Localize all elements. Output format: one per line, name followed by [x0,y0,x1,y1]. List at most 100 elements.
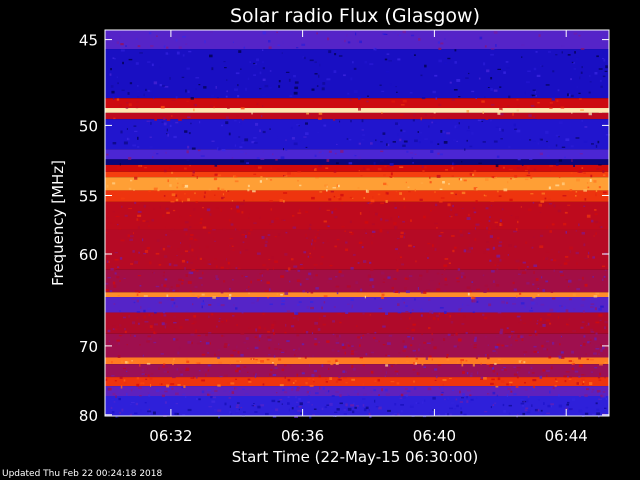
spectrogram-speckle [256,252,261,255]
spectrogram-speckle [400,404,404,406]
spectrogram-speckle [343,377,347,379]
spectrogram-speckle [228,132,231,136]
spectrogram-speckle [209,213,212,216]
spectrogram-speckle [571,367,574,370]
spectrogram-speckle [382,344,386,346]
spectrogram-speckle [171,387,174,390]
spectrogram-speckle [136,293,139,296]
spectrogram-speckle [517,220,519,224]
spectrogram-speckle [289,280,291,283]
spectrogram-speckle [542,414,545,416]
spectrogram-speckle [394,361,398,365]
spectrogram-speckle [206,208,211,212]
spectrogram-speckle [447,333,451,336]
spectrogram-speckle [592,276,594,278]
spectrogram-speckle [400,129,403,132]
spectrogram-speckle [191,248,194,252]
spectrogram-speckle [360,175,363,177]
spectrogram-speckle [589,81,592,83]
spectrogram-speckle [198,370,201,372]
spectrogram-speckle [365,353,368,356]
spectrogram-speckle [265,240,268,244]
spectrogram-speckle [524,388,528,391]
spectrogram-speckle [148,190,151,192]
x-tick-label: 06:44 [545,427,588,445]
spectrogram-speckle [406,390,411,393]
spectrogram-speckle [401,263,405,266]
spectrogram-speckle [189,165,191,167]
spectrogram-speckle [447,203,451,207]
spectrogram-speckle [416,372,419,376]
spectrogram-speckle [523,351,528,353]
spectrogram-speckle [479,221,482,223]
spectrogram-speckle [603,275,606,278]
spectrogram-speckle [303,136,307,138]
spectrogram-speckle [247,188,250,192]
spectrogram-speckle [357,187,360,189]
spectrogram-speckle [493,89,498,92]
spectrogram-speckle [249,61,251,63]
spectrogram-speckle [326,159,330,162]
spectrogram-speckle [449,315,451,318]
spectrogram-speckle [388,364,390,367]
spectrogram-speckle [146,340,150,343]
spectrogram-speckle [525,241,528,244]
spectrogram-speckle [596,412,600,416]
spectrogram-speckle [380,296,384,299]
spectrogram-speckle [147,410,152,413]
spectrogram-speckle [428,316,430,318]
spectrogram-speckle [522,261,526,264]
spectrogram-speckle [118,342,120,345]
spectrogram-speckle [331,349,335,352]
spectrogram-speckle [110,85,114,88]
spectrogram-speckle [199,221,202,225]
spectrogram-speckle [382,281,385,283]
spectrogram-speckle [593,412,597,415]
spectrogram-speckle [351,304,353,308]
spectrogram-speckle [573,62,575,64]
spectrogram-speckle [532,140,536,142]
spectrogram-speckle [207,369,210,372]
spectrogram-speckle [299,139,302,142]
spectrogram-speckle [559,271,563,273]
spectrogram-speckle [560,274,564,277]
spectrogram-speckle [182,35,186,38]
spectrogram-speckle [595,348,600,350]
spectrogram-speckle [139,395,142,397]
spectrogram-speckle [271,220,274,223]
spectrogram-speckle [526,81,530,84]
spectrogram-speckle [392,32,396,34]
spectrogram-speckle [441,273,443,275]
spectrogram-speckle [362,397,366,401]
spectrogram-speckle [522,271,527,274]
spectrogram-speckle [442,130,446,134]
spectrogram-speckle [127,234,131,237]
spectrogram-speckle [337,184,340,188]
spectrogram-speckle [436,272,440,275]
spectrogram-speckle [353,402,355,405]
spectrogram-speckle [599,79,602,82]
spectrogram-speckle [313,381,315,383]
spectrogram-speckle [339,402,343,405]
spectrogram-speckle [188,251,190,253]
spectrogram-speckle [194,331,197,334]
spectrogram-speckle [309,223,312,226]
spectrogram-speckle [184,130,188,133]
spectrogram-speckle [196,329,199,333]
spectrogram-speckle [457,346,459,348]
spectrogram-speckle [442,383,445,386]
spectrogram-speckle [160,353,164,355]
spectrogram-speckle [516,228,518,231]
spectrogram-speckle [466,396,468,399]
spectrogram-speckle [126,370,128,372]
spectrogram-speckle [176,186,179,189]
spectrogram-speckle [406,327,409,329]
spectrogram-speckle [544,257,549,260]
spectrogram-speckle [210,396,213,399]
spectrogram-speckle [457,268,461,271]
spectrogram-speckle [268,40,271,43]
spectrogram-speckle [513,366,516,369]
spectrogram-speckle [336,292,339,295]
spectrogram-speckle [581,167,584,169]
spectrogram-speckle [346,285,351,288]
